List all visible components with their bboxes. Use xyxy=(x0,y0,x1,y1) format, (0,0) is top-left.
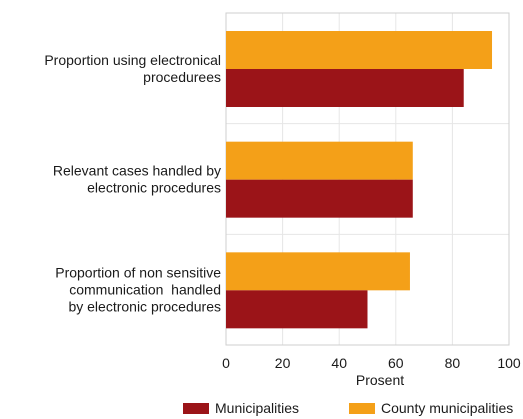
bar-county-municipalities xyxy=(226,31,493,69)
category-label: Proportion of non sensitive xyxy=(55,265,221,281)
bar-municipalities xyxy=(226,69,464,107)
bar-municipalities xyxy=(226,290,368,329)
category-label: electronic procedures xyxy=(87,180,221,196)
category-label: by electronic procedures xyxy=(68,299,221,315)
bar-county-municipalities xyxy=(226,252,410,291)
x-tick-labels: 0 20 40 60 80 100 xyxy=(222,355,521,371)
category-label: procedurees xyxy=(143,69,221,85)
x-tick-label: 60 xyxy=(388,355,404,371)
x-tick-label: 20 xyxy=(275,355,291,371)
bar-municipalities xyxy=(226,179,413,218)
legend: Municipalities County municipalities xyxy=(183,400,513,416)
x-axis-label: Prosent xyxy=(356,372,404,388)
category-label: Relevant cases handled by xyxy=(53,163,221,179)
bars xyxy=(226,31,493,329)
x-tick-label: 0 xyxy=(222,355,230,371)
x-tick-label: 40 xyxy=(331,355,347,371)
legend-swatch-municipalities xyxy=(183,403,209,414)
legend-label-municipalities: Municipalities xyxy=(215,400,299,416)
x-tick-label: 80 xyxy=(445,355,461,371)
legend-swatch-county-municipalities xyxy=(349,403,375,414)
bar-county-municipalities xyxy=(226,141,413,180)
category-label: communication handled xyxy=(69,282,221,298)
category-label: Proportion using electronical xyxy=(44,52,221,68)
category-labels: Proportion using electronicalprocedurees… xyxy=(44,52,221,315)
legend-label-county-municipalities: County municipalities xyxy=(381,400,513,416)
x-tick-label: 100 xyxy=(497,355,521,371)
